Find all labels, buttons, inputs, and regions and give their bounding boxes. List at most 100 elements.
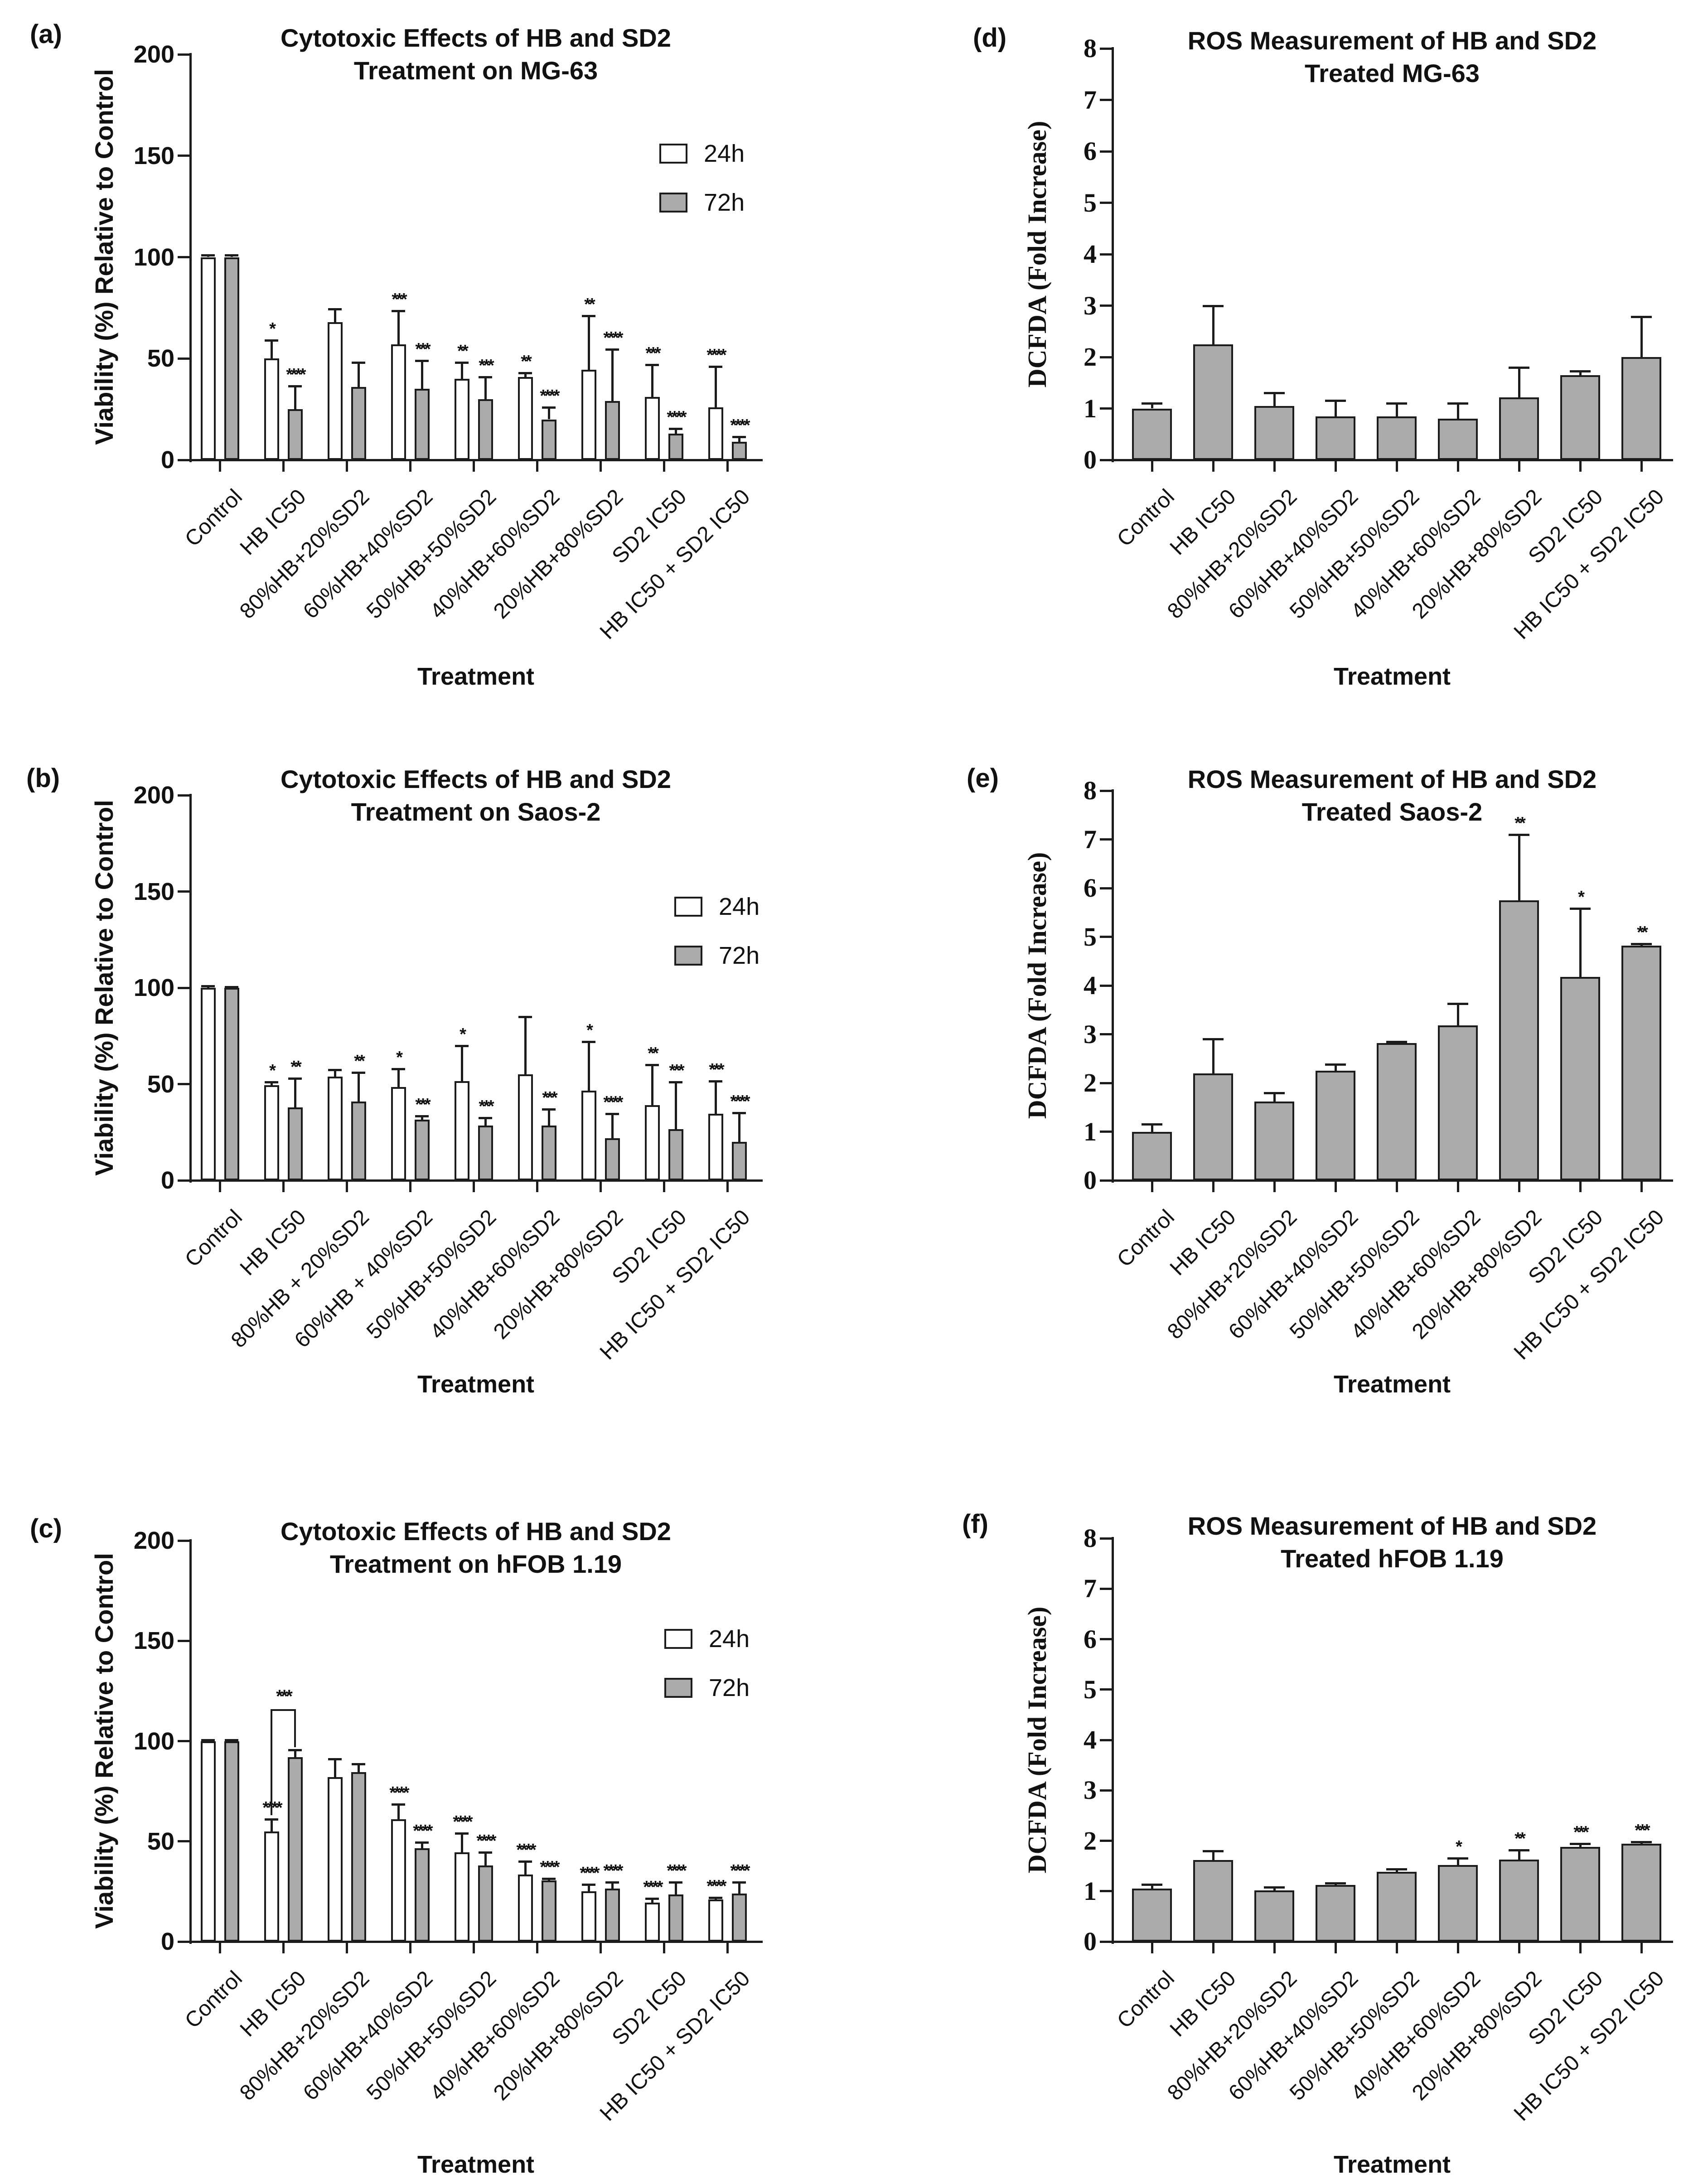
error-bar-stem [334, 1069, 336, 1077]
significance-bracket [271, 1709, 272, 1816]
bar-24h [708, 407, 723, 460]
bar-DCFDA [1621, 945, 1661, 1180]
significance-label: **** [413, 1821, 433, 1841]
bar-24h [264, 1831, 279, 1942]
y-tick [1100, 1840, 1113, 1842]
x-tick [1456, 1180, 1459, 1192]
plot-area-f: Control HB IC50 80%HB+20%SD2 60%HB+40%SD2 50… [852, 1473, 1703, 2184]
error-bar-cap [732, 1881, 746, 1884]
bar-DCFDA [1254, 406, 1294, 460]
bar-DCFDA [1316, 1885, 1355, 1942]
error-bar-stem [484, 377, 487, 399]
y-tick-label: 0 [1084, 1165, 1097, 1195]
y-tick-label: 1 [1084, 1876, 1097, 1906]
x-tick [1151, 1180, 1153, 1192]
bar-72h [351, 387, 366, 460]
panel-letter-b: (b) [26, 763, 60, 793]
error-bar-stem [1456, 403, 1459, 419]
error-bar-stem [357, 362, 360, 387]
error-bar-cap [225, 986, 238, 988]
legend-swatch-24h-icon [659, 144, 687, 164]
chart-title-a: Cytotoxic Effects of HB and SD2 Treatmen… [190, 22, 761, 87]
error-bar-cap [1203, 1038, 1224, 1041]
bar-72h [224, 988, 239, 1180]
x-axis-line [1111, 1940, 1673, 1943]
bar-72h [541, 419, 556, 460]
panel-a: (a) Cytotoxic Effects of HB and SD2 Trea… [0, 0, 852, 725]
significance-label: *** [542, 1088, 557, 1107]
x-tick [345, 1942, 348, 1953]
significance-label: **** [453, 1812, 473, 1832]
error-bar-cap [1386, 1868, 1407, 1870]
x-tick [218, 460, 221, 472]
legend-b: 24h 72h [674, 893, 760, 991]
y-tick [1100, 99, 1113, 101]
plot-area-b: Control * ** HB IC50 ** 80%HB + 20%SD2 * *** 60%… [0, 725, 852, 1473]
y-tick-label: 7 [1084, 85, 1097, 115]
y-axis-line [189, 53, 192, 462]
bar-72h [414, 1848, 430, 1942]
x-tick [663, 460, 665, 472]
legend-swatch-72h-icon [664, 1678, 692, 1698]
y-tick [178, 1740, 190, 1742]
panel-c: (c) Cytotoxic Effects of HB and SD2 Trea… [0, 1473, 852, 2184]
error-bar-stem [1273, 1092, 1276, 1102]
bar-72h [287, 1757, 303, 1942]
significance-label: **** [580, 1863, 600, 1883]
y-tick [178, 890, 190, 893]
x-tick [1273, 1942, 1276, 1953]
error-bar-cap [1386, 1040, 1407, 1043]
error-bar-stem [1579, 371, 1582, 375]
bar-72h [351, 1101, 366, 1180]
y-tick-label: 200 [133, 782, 174, 809]
error-bar-cap [225, 1739, 238, 1742]
error-bar-cap [542, 1108, 556, 1111]
error-bar-cap [1631, 316, 1652, 319]
error-bar-cap [288, 385, 302, 387]
error-bar-cap [1264, 1092, 1285, 1094]
error-bar-stem [421, 1842, 423, 1849]
x-tick [1212, 1180, 1214, 1192]
error-bar-stem [484, 1852, 487, 1865]
panel-letter-d: (d) [973, 23, 1007, 53]
x-tick [409, 1942, 411, 1953]
legend-label-72h: 72h [709, 1674, 750, 1701]
x-axis-line [189, 459, 763, 461]
bar-DCFDA [1438, 419, 1478, 460]
error-bar-stem [674, 1882, 677, 1894]
bar-72h [668, 1894, 683, 1942]
y-tick-label: 50 [147, 1070, 174, 1098]
error-bar-stem [714, 367, 717, 407]
y-tick-label: 0 [1084, 445, 1097, 474]
x-tick [1579, 1180, 1582, 1192]
bar-72h [414, 389, 430, 460]
bar-72h [224, 1741, 239, 1942]
y-tick [178, 1840, 190, 1843]
x-tick [409, 460, 411, 472]
error-bar-cap [542, 406, 556, 409]
bar-24h [581, 369, 596, 460]
bar-72h [668, 1129, 683, 1180]
bar-DCFDA [1193, 1860, 1233, 1942]
legend-swatch-24h-icon [674, 897, 702, 917]
panel-letter-f: (f) [962, 1509, 988, 1539]
x-tick [1334, 1180, 1337, 1192]
error-bar-cap [709, 1080, 722, 1083]
error-bar-stem [1456, 1003, 1459, 1026]
chart-title-line2: Treated MG-63 [1305, 59, 1480, 87]
legend-label-72h: 72h [719, 942, 760, 969]
significance-label: **** [643, 1877, 663, 1897]
error-bar-cap [265, 1818, 278, 1821]
error-bar-stem [587, 1042, 590, 1091]
significance-label: ** [584, 295, 595, 314]
y-tick-label: 0 [160, 446, 174, 474]
x-axis-title-c: Treatment [417, 2151, 535, 2178]
x-tick [1640, 1942, 1643, 1953]
x-tick [726, 1942, 729, 1953]
y-tick [178, 256, 190, 258]
x-tick [536, 1942, 538, 1953]
x-tick [663, 1942, 665, 1953]
error-bar-stem [1334, 401, 1337, 416]
significance-label: **** [730, 1092, 750, 1111]
x-tick [599, 1180, 602, 1192]
